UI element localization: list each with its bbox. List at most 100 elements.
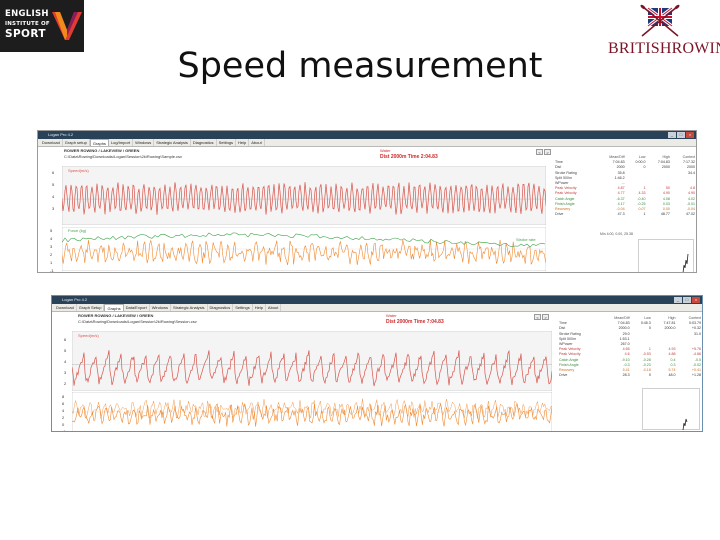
stats-value: 48.77 [660, 212, 670, 217]
screenshot-bottom: Logan Pro 4.2 _ □ × Download Graph Setup G… [51, 295, 703, 432]
tab-settings[interactable]: Settings [233, 304, 253, 311]
minimize-button[interactable]: _ [674, 297, 682, 303]
tab-bar: Download Graph Setup Graphs Data/Export Wind… [52, 304, 702, 312]
stats-value: 1 [648, 347, 651, 352]
tab-about[interactable]: About [266, 304, 282, 311]
stats-label: Peak Velocity [555, 186, 577, 191]
axis-tick: 6 [52, 170, 55, 175]
tab-strategic-analysis[interactable]: Strategic Analysis [171, 304, 208, 311]
tab-log-import[interactable]: Log/Import [109, 139, 134, 146]
axis-tick: 4 [50, 236, 53, 241]
minimize-button[interactable]: _ [668, 132, 676, 138]
prev-button[interactable]: < [534, 314, 541, 320]
axis-tick: 3 [64, 370, 67, 375]
prev-button[interactable]: < [536, 149, 543, 155]
axis-tick: 8 [62, 394, 65, 399]
axis-tick: 1 [50, 260, 53, 265]
maximize-button[interactable]: □ [683, 297, 691, 303]
stats-value: Context [688, 316, 701, 320]
stats-row: Peak Velocity 4.77 4.33 4.90 4.90 [554, 191, 696, 196]
force-trace-2 [72, 398, 552, 420]
speed-trace [72, 349, 552, 387]
maximize-button[interactable]: □ [677, 132, 685, 138]
stats-value: 1 [643, 212, 646, 217]
stats-label: Drive [555, 212, 564, 217]
stats-value: 4.6 [624, 352, 630, 357]
stats-value: 4.17 [617, 201, 625, 206]
tab-diagnostics[interactable]: Diagnostics [191, 139, 217, 146]
next-button[interactable]: > [544, 149, 551, 155]
stats-value: -4.66 [692, 352, 701, 357]
tab-graphs[interactable]: Graphs [89, 139, 109, 146]
stats-value: 2000 [661, 165, 670, 170]
tab-strategic-analysis[interactable]: Strategic Analysis [154, 139, 191, 146]
axis-tick: 4 [52, 194, 55, 199]
stats-label: Dist [555, 165, 562, 170]
stats-row: Drive 28.3 0 48.0 +1.28 [558, 373, 702, 378]
stats-value: Mean/Diff [609, 155, 625, 159]
axis-tick: 6 [64, 337, 67, 342]
tab-windows[interactable]: Windows [150, 304, 171, 311]
close-button[interactable]: × [692, 297, 700, 303]
stats-value: 28.3 [622, 373, 630, 378]
tab-graph-setup[interactable]: Graph Setup [77, 304, 105, 311]
close-button[interactable]: × [686, 132, 694, 138]
tab-help[interactable]: Help [253, 304, 266, 311]
tab-data-export[interactable]: Data/Export [124, 304, 150, 311]
stats-value: 2000.0 [618, 326, 630, 331]
athlete-name: ROWER ROWING / LAKEVIEW / GREEN [64, 148, 140, 153]
stats-value: +0.41 [691, 368, 701, 373]
stats-row: Mean/Diff Low High Context [558, 316, 702, 321]
stats-value: -0.93 [642, 352, 651, 357]
axis-tick: 3 [50, 244, 53, 249]
stats-value: 47.02 [686, 212, 695, 217]
stats-row: Split 500m 1:46.2 [554, 176, 696, 181]
axis-tick: -1 [50, 268, 54, 273]
tab-graph-setup[interactable]: Graph setup [63, 139, 90, 146]
speed-axis-label: Speed(m/s) [68, 168, 89, 173]
tab-windows[interactable]: Windows [133, 139, 155, 146]
stats-value: Context [682, 155, 695, 159]
axis-tick: 2 [62, 415, 65, 420]
session-header: ROWER ROWING / LAKEVIEW / GREEN C:\Data\… [52, 312, 702, 328]
stats-value: 5.41 [622, 368, 630, 373]
stats-label: Stroke Rating [559, 331, 581, 336]
stats-value: -0.04 [686, 207, 695, 212]
stats-value: 0 [643, 165, 646, 170]
axis-tick: 5 [52, 182, 55, 187]
stats-row: Drive 47.3 1 48.77 47.02 [554, 212, 696, 217]
axis-tick: 0 [62, 422, 65, 427]
tab-download[interactable]: Download [54, 304, 77, 311]
stats-value: -0.23 [642, 362, 651, 367]
tab-download[interactable]: Download [40, 139, 63, 146]
stats-table: Mean/Diff Low High Context Time 7:04.83 0:45.3… [558, 316, 702, 378]
rate-trace [62, 232, 546, 248]
stats-value: 1 [643, 186, 646, 191]
tab-graphs[interactable]: Graphs [104, 304, 124, 311]
stats-label: Recovery [559, 368, 575, 373]
tab-help[interactable]: Help [236, 139, 250, 146]
stats-row: Finish Angle 4.17 -0.25 0.03 -0.01 [554, 202, 696, 207]
tab-diagnostics[interactable]: Diagnostics [208, 304, 234, 311]
mode-label: Water [386, 313, 397, 318]
stats-row: Peak Velocity 4.6 -0.93 4.88 -4.66 [558, 352, 702, 357]
stats-label: Peak Velocity [559, 347, 581, 352]
mini-trace-svg [682, 418, 688, 431]
force-axis: 8 6 4 2 0 -1 [62, 393, 66, 431]
stats-label: Time [559, 321, 567, 326]
stats-value: 267.0 [620, 342, 630, 347]
mode-label: Water [380, 148, 391, 153]
stats-value: -0.18 [642, 368, 651, 373]
axis-tick: 4 [62, 408, 65, 413]
stats-table: Mean/Diff Low High Context Time 7:04.83 0:00.0… [554, 155, 696, 217]
next-button[interactable]: > [542, 314, 549, 320]
mini-chart [638, 239, 694, 272]
tab-about[interactable]: About [249, 139, 265, 146]
speed-axis: 6 5 4 3 2 [64, 334, 66, 389]
eis-logo: ENGLISH INSTITUTE OF SPORT [0, 0, 84, 52]
tab-settings[interactable]: Settings [217, 139, 237, 146]
axis-tick: 4 [64, 359, 67, 364]
force-axis: 5 4 3 2 1 -1 [50, 227, 54, 273]
stats-label: WPower [555, 181, 569, 186]
stats-value: 4.8 [690, 186, 695, 191]
